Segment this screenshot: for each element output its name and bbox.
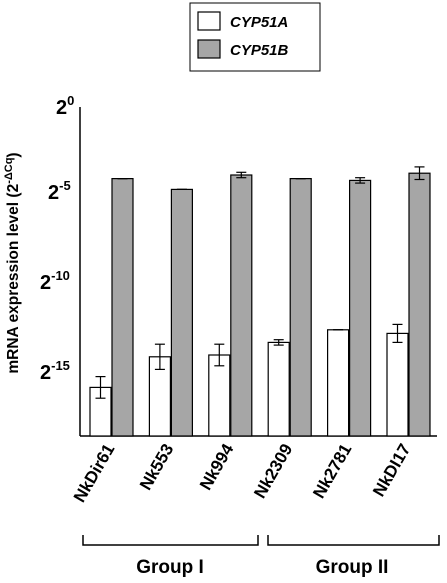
- y-axis-label-close: ): [5, 152, 22, 157]
- bar-cyp51b-nk2309: [289, 178, 312, 437]
- bar-cyp51b-nk553: [170, 188, 193, 437]
- x-tick-label-1: Nk553: [136, 441, 178, 494]
- bar-cyp51a-nk2309: [267, 341, 290, 437]
- bar-cyp51b-nk2781: [349, 179, 372, 437]
- bar-cyp51a-nk2781: [327, 329, 350, 437]
- y-tick-label-1-text: 2-5: [48, 178, 71, 204]
- bar-cyp51b-nk994: [230, 174, 253, 437]
- group-bracket-1: Group I: [82, 535, 259, 578]
- bar-cyp51b-nkdi17: [408, 172, 431, 437]
- y-tick-label-3-exp: -15: [51, 358, 70, 373]
- bar-cyp51b-nkdir61: [111, 178, 134, 437]
- group-label-1: Group I: [136, 557, 204, 578]
- y-tick-label-0-exp: 0: [67, 93, 74, 108]
- y-tick-label-3: 2-15: [40, 358, 70, 384]
- legend: CYP51A CYP51B: [189, 2, 321, 72]
- group-label-2: Group II: [316, 557, 389, 578]
- x-tick-label-3: Nk2309: [250, 441, 296, 502]
- legend-label-cyp51a: CYP51A: [230, 14, 288, 31]
- y-tick-label-2-text: 2-10: [40, 268, 70, 294]
- y-tick-label-0-text: 20: [56, 93, 74, 119]
- bar-cyp51a-nk994: [208, 354, 231, 437]
- x-tick-label-4: Nk2781: [309, 441, 355, 502]
- bars-layer: [89, 166, 431, 437]
- y-tick-label-1-exp: -5: [59, 178, 71, 193]
- y-tick-label-0: 20: [56, 93, 74, 119]
- y-axis-label: mRNA expression level (2-ΔCq): [3, 152, 22, 373]
- x-tick-label-0: NkDir61: [70, 441, 119, 506]
- legend-swatch-cyp51a: [197, 11, 221, 31]
- y-tick-label-2: 2-10: [40, 268, 70, 294]
- y-axis-label-main: mRNA expression level (2: [5, 184, 22, 374]
- group-bracket-2: Group II: [267, 535, 440, 578]
- x-tick-label-5: NkDI17: [369, 441, 414, 500]
- y-tick-label-1: 2-5: [48, 178, 71, 204]
- bar-cyp51a-nkdi17: [386, 332, 409, 437]
- y-tick-label-3-text: 2-15: [40, 358, 70, 384]
- legend-swatch-cyp51b: [197, 39, 221, 59]
- y-axis-label-sup: -ΔCq: [3, 158, 15, 184]
- legend-label-cyp51b: CYP51B: [230, 42, 289, 59]
- x-tick-label-2: Nk994: [196, 440, 238, 493]
- y-tick-label-2-exp: -10: [51, 268, 70, 283]
